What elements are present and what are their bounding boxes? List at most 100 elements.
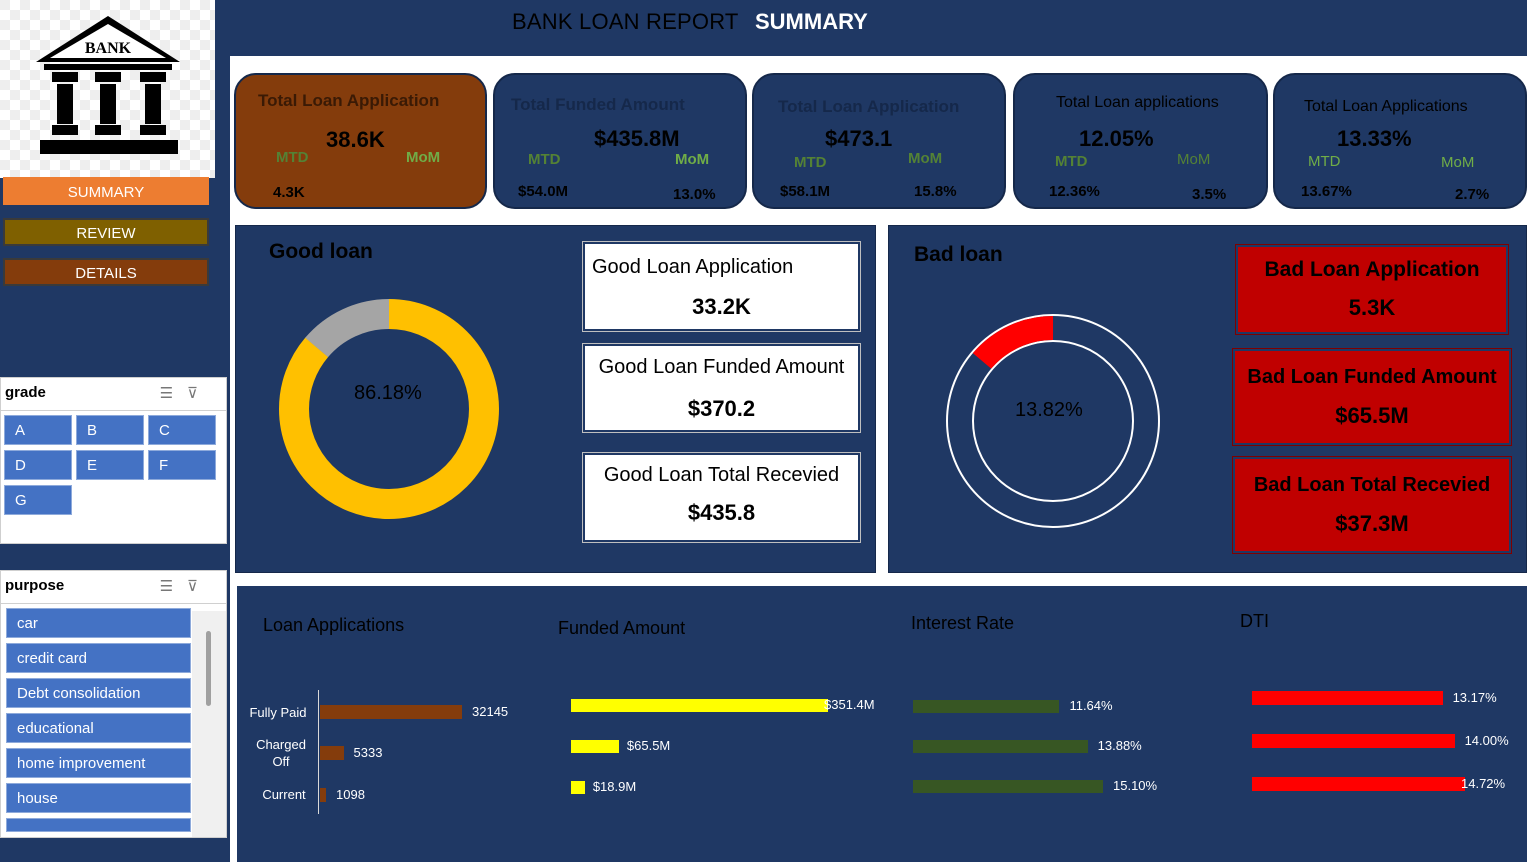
- bad-loan-donut: [946, 314, 1160, 528]
- donut-bad-segment: [948, 316, 1158, 526]
- kpi-mtd-label: MTD: [794, 154, 827, 171]
- kpi-value: 13.33%: [1337, 126, 1412, 151]
- purpose-option-debt-consolidation[interactable]: Debt consolidation: [6, 678, 191, 708]
- grade-option-a[interactable]: A: [4, 415, 72, 445]
- multi-select-icon[interactable]: ☰: [159, 385, 188, 402]
- loan-applications-axis: [318, 690, 319, 814]
- bad-loan-percent: 13.82%: [1015, 399, 1083, 421]
- grade-option-f[interactable]: F: [148, 450, 216, 480]
- grade-option-d[interactable]: D: [4, 450, 72, 480]
- kpi-mom-label: MoM: [908, 150, 943, 167]
- dti-chart-title: DTI: [1240, 611, 1269, 631]
- purpose-slicer: purpose ☰⊽ car credit card Debt consolid…: [0, 570, 227, 838]
- good-loan-donut: [278, 298, 500, 520]
- box-label: Bad Loan Funded Amount: [1247, 366, 1497, 388]
- purpose-option-house[interactable]: house: [6, 783, 191, 813]
- kpi-mtd-label: MTD: [276, 149, 309, 166]
- report-title: BANK LOAN REPORT: [512, 9, 739, 34]
- kpi-mtd-label: MTD: [1308, 153, 1341, 170]
- review-button[interactable]: REVIEW: [3, 218, 209, 246]
- loan-applications-chart-title: Loan Applications: [263, 615, 405, 635]
- bad-loan-funded-box: Bad Loan Funded Amount $65.5M: [1232, 348, 1512, 446]
- kpi-card-total-funded-amount: Total Funded Amount $435.8M MTD MoM $54.…: [493, 73, 747, 209]
- purpose-option-car[interactable]: car: [6, 608, 191, 638]
- kpi-value: 38.6K: [326, 127, 385, 152]
- grade-option-b[interactable]: B: [76, 415, 144, 445]
- category-label-fully-paid: Fully Paid: [249, 705, 307, 720]
- grade-slicer: grade ☰⊽ A B C D E F G: [0, 377, 227, 544]
- multi-select-icon[interactable]: ☰: [159, 578, 188, 595]
- kpi-value: $473.1: [825, 126, 893, 151]
- box-value: $65.5M: [1335, 403, 1409, 428]
- bank-logo: BANK: [0, 0, 215, 178]
- bad-loan-received-box: Bad Loan Total Recevied $37.3M: [1232, 456, 1512, 554]
- purpose-scrollbar[interactable]: [192, 611, 226, 837]
- good-loan-title: Good loan: [269, 240, 373, 263]
- purpose-option-credit-card[interactable]: credit card: [6, 643, 191, 673]
- kpi-title: Total Funded Amount: [511, 95, 685, 114]
- clear-filter-icon[interactable]: ⊽: [187, 578, 212, 595]
- good-loan-panel: Good loan 86.18% Good Loan Application 3…: [235, 225, 876, 573]
- good-loan-received-box: Good Loan Total Recevied $435.8: [582, 452, 861, 543]
- box-label: Bad Loan Total Recevied: [1253, 474, 1491, 496]
- kpi-title: Total Loan Applications: [1304, 98, 1468, 115]
- box-label: Good Loan Application: [592, 256, 794, 278]
- kpi-mom-value: 13.0%: [673, 186, 716, 203]
- kpi-mtd-value: 4.3K: [273, 184, 305, 201]
- box-value: $37.3M: [1335, 511, 1409, 536]
- kpi-mom-label: MoM: [675, 151, 710, 168]
- kpi-mtd-value: 12.36%: [1049, 183, 1100, 200]
- interest-rate-chart-title: Interest Rate: [911, 613, 1015, 633]
- donut-good-segment: [279, 299, 499, 519]
- kpi-mom-label: MoM: [406, 149, 441, 166]
- funded-amount-chart-title: Funded Amount: [558, 618, 686, 638]
- bank-building-icon: BANK: [36, 16, 180, 154]
- box-value: $370.2: [687, 396, 756, 421]
- kpi-value: $435.8M: [594, 126, 680, 151]
- kpi-mom-value: 3.5%: [1192, 186, 1227, 203]
- scroll-thumb[interactable]: [206, 631, 211, 706]
- header-bar: [215, 0, 1527, 52]
- kpi-mtd-label: MTD: [528, 151, 561, 168]
- grade-option-e[interactable]: E: [76, 450, 144, 480]
- loan-status-panel: [237, 586, 1527, 862]
- category-label-current: Current: [262, 787, 306, 802]
- bad-loan-panel: Bad loan 13.82% Bad Loan Application 5.3…: [888, 225, 1527, 573]
- grade-slicer-title: grade: [5, 384, 46, 401]
- kpi-card-total-loan-application-2: Total Loan Application $473.1 MTD MoM $5…: [752, 73, 1006, 209]
- kpi-card-total-loan-application: Total Loan Application 38.6K MTD MoM 4.3…: [234, 73, 487, 209]
- kpi-card-total-loan-applications-2: Total Loan Applications 13.33% MTD MoM 1…: [1273, 73, 1527, 209]
- purpose-slicer-title: purpose: [5, 577, 65, 594]
- clear-filter-icon[interactable]: ⊽: [187, 385, 212, 402]
- box-label: Bad Loan Application: [1264, 258, 1480, 281]
- box-label: Good Loan Funded Amount: [598, 356, 845, 378]
- kpi-mom-value: 2.7%: [1455, 186, 1490, 203]
- grade-option-c[interactable]: C: [148, 415, 216, 445]
- box-label: Good Loan Total Recevied: [603, 464, 840, 486]
- box-value: 33.2K: [692, 294, 751, 319]
- kpi-card-total-loan-applications: Total Loan applications 12.05% MTD MoM 1…: [1013, 73, 1268, 209]
- good-loan-percent: 86.18%: [354, 382, 422, 404]
- logo-text: BANK: [85, 40, 132, 57]
- details-button[interactable]: DETAILS: [3, 258, 209, 286]
- purpose-option-educational[interactable]: educational: [6, 713, 191, 743]
- category-label-charged-off: Charged Off: [256, 737, 306, 769]
- good-loan-application-box: Good Loan Application 33.2K: [582, 241, 861, 332]
- purpose-option-partial[interactable]: [6, 818, 191, 832]
- kpi-mtd-value: $58.1M: [780, 183, 831, 200]
- box-value: 5.3K: [1348, 295, 1396, 320]
- report-subtitle: SUMMARY: [755, 9, 868, 34]
- kpi-mtd-value: $54.0M: [518, 183, 569, 200]
- kpi-mtd-label: MTD: [1055, 153, 1088, 170]
- kpi-title: Total Loan Application: [778, 97, 960, 116]
- kpi-title: Total Loan applications: [1056, 94, 1219, 111]
- kpi-mom-label: MoM: [1441, 154, 1475, 171]
- kpi-value: 12.05%: [1079, 126, 1154, 151]
- grade-option-g[interactable]: G: [4, 485, 72, 515]
- kpi-title: Total Loan Application: [258, 91, 440, 110]
- good-loan-funded-box: Good Loan Funded Amount $370.2: [582, 343, 861, 433]
- box-value: $435.8: [687, 500, 756, 525]
- purpose-option-home-improvement[interactable]: home improvement: [6, 748, 191, 778]
- kpi-mtd-value: 13.67%: [1301, 183, 1352, 200]
- summary-button[interactable]: SUMMARY: [3, 177, 209, 205]
